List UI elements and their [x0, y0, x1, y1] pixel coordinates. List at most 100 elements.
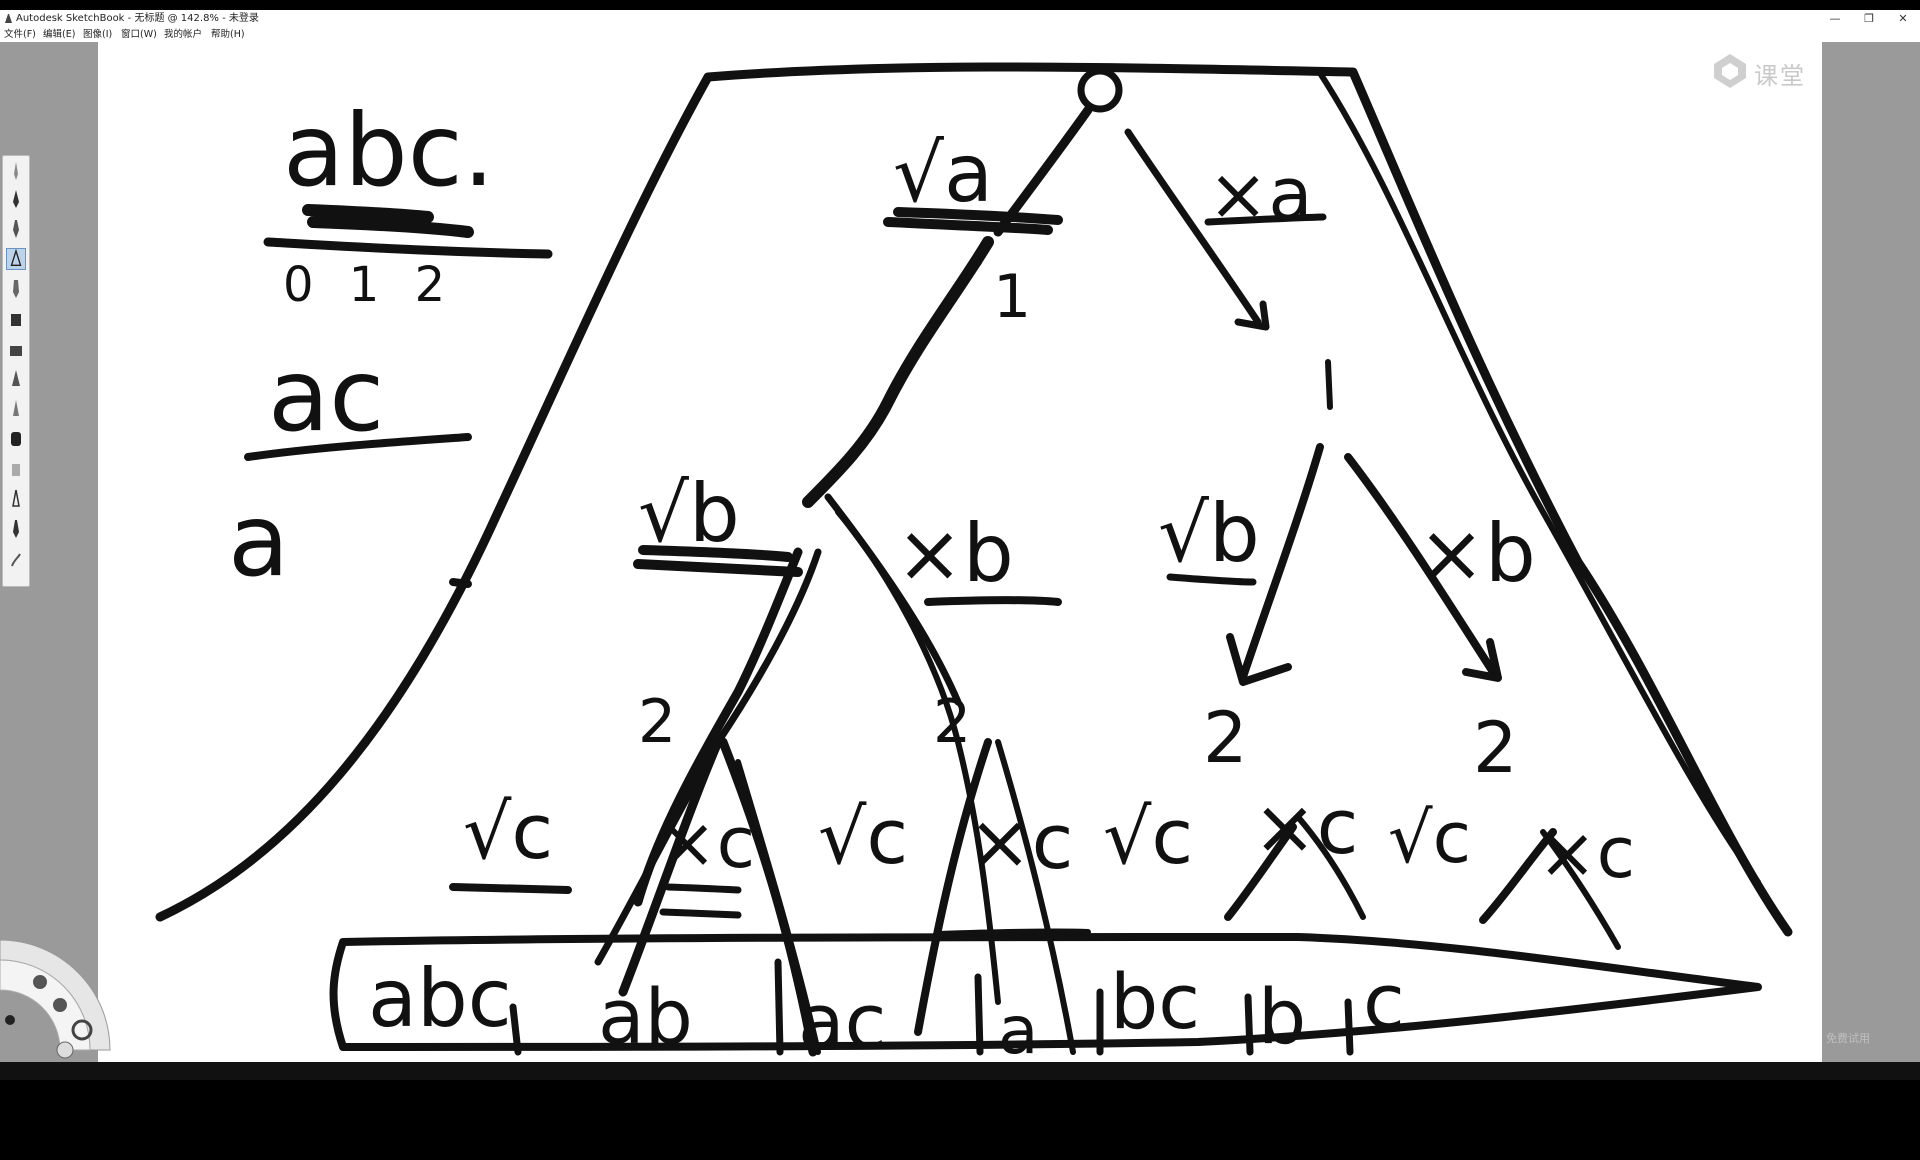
arrow-vb-right-head — [1226, 633, 1292, 686]
label-skip-c-4: ×c — [1538, 812, 1636, 894]
label-take-b-left: √b — [638, 467, 740, 560]
label-take-a: √a — [893, 127, 993, 220]
marker-icon[interactable] — [6, 278, 26, 300]
branch-3-xc — [1295, 814, 1366, 920]
status-bar — [0, 1062, 1920, 1080]
label-skip-b-right: ×b — [1418, 507, 1536, 600]
label-root-string: abc. — [283, 92, 495, 209]
restore-icon[interactable]: ❐ — [1864, 12, 1874, 25]
lagoon-radial-menu[interactable] — [0, 930, 170, 1160]
branch-1-xc-2 — [735, 759, 821, 1055]
result-box — [329, 933, 1762, 1051]
tick-1 — [1325, 359, 1333, 410]
arrow-xb-right-head — [1462, 638, 1502, 682]
dash-mark — [449, 578, 472, 588]
scribble-abc — [302, 204, 474, 238]
root-node — [1077, 67, 1123, 113]
label-level-2-a: 2 — [638, 687, 677, 757]
close-icon[interactable]: ✕ — [1898, 12, 1908, 25]
underline-abc — [263, 237, 553, 259]
branch-root-right — [1124, 128, 1262, 326]
result-abc: abc — [368, 952, 512, 1045]
underline-vb — [633, 545, 803, 577]
result-b: b — [1258, 972, 1307, 1061]
label-skip-c-2: ×c — [968, 797, 1074, 886]
label-skip-a: ×a — [1208, 152, 1313, 236]
branch-1-vc — [618, 737, 723, 997]
label-subset-ac: ac — [268, 337, 385, 454]
label-level-1: 1 — [993, 262, 1032, 332]
result-c: c — [1363, 957, 1405, 1046]
menu-edit[interactable]: 编辑(E) — [43, 29, 76, 40]
label-take-c-2: √c — [818, 792, 909, 881]
menu-help[interactable]: 帮助(H) — [211, 29, 245, 40]
zoom-icon — [56, 1041, 74, 1059]
chisel-icon[interactable] — [6, 428, 26, 450]
menu-window[interactable]: 窗口(W) — [121, 29, 157, 40]
label-skip-b-left: ×b — [896, 507, 1014, 600]
undo-icon — [33, 975, 47, 989]
logo-icon — [1714, 54, 1746, 88]
label-take-c-3: √c — [1103, 792, 1194, 881]
result-ab: ab — [598, 972, 693, 1061]
brush-icon[interactable] — [6, 518, 26, 540]
sketchbook-app-icon — [5, 14, 12, 23]
brush-toolbar — [2, 155, 30, 587]
underline-xa — [1204, 213, 1327, 226]
arrow-vb-right — [1239, 443, 1324, 681]
label-skip-c-1: ×c — [658, 802, 756, 884]
label-level-2-d: 2 — [1473, 707, 1518, 789]
branch-2-xc — [995, 739, 1076, 1055]
trial-label: 免费试用 — [1826, 1032, 1870, 1045]
arrow-xb-right — [1344, 453, 1497, 676]
menu-bar: 文件(F) 编辑(E) 图像(I) 窗口(W) 我的帐户 帮助(H) — [0, 27, 1920, 42]
underline-xc — [659, 883, 742, 919]
underline-ac — [244, 433, 472, 461]
paint-bucket-icon[interactable] — [6, 338, 26, 360]
underline-row — [935, 928, 1091, 937]
label-indices: 0 1 2 — [283, 257, 456, 313]
arrow-right-1 — [1234, 300, 1270, 331]
brush-icon — [53, 998, 67, 1012]
label-take-c-1: √c — [463, 787, 554, 876]
ink-pen-icon[interactable] — [6, 398, 26, 420]
window-title: Autodesk SketchBook - 无标题 @ 142.8% - 未登录 — [16, 13, 259, 24]
smudge-icon[interactable] — [6, 550, 26, 572]
branch-4-vc — [1479, 828, 1557, 924]
pen-icon[interactable] — [6, 188, 26, 210]
branch-4-xc — [1540, 829, 1621, 950]
underline-vc — [449, 883, 572, 894]
menu-image[interactable]: 图像(I) — [83, 29, 113, 40]
stamp-icon[interactable] — [6, 458, 26, 480]
puck-icon — [5, 1015, 15, 1025]
recursion-envelope — [155, 62, 1793, 937]
label-take-b-right: √b — [1158, 487, 1260, 580]
underline-vb2 — [1166, 573, 1257, 586]
eraser-icon[interactable] — [6, 488, 26, 510]
drawing-canvas[interactable]: abc. 0 1 2 ac a √a ×a 1 √b ×b √b ×b 2 2 … — [98, 42, 1822, 1062]
recursion-envelope-inner — [1315, 67, 1761, 885]
separator — [509, 958, 1354, 1056]
sketch-drawing — [155, 62, 1793, 1057]
pen-icon[interactable] — [6, 160, 26, 182]
label-level-2-b: 2 — [933, 687, 972, 757]
branch-xb-left-2 — [835, 509, 1001, 1005]
result-a: a — [998, 992, 1039, 1062]
brush-icon[interactable] — [6, 218, 26, 240]
label-subset-a: a — [228, 482, 290, 599]
branch-3-vc — [1224, 823, 1297, 921]
label-level-2-c: 2 — [1203, 697, 1248, 779]
underline-xb — [924, 596, 1062, 606]
airbrush-icon[interactable] — [6, 308, 26, 330]
color-icon — [71, 1019, 93, 1041]
result-ac: ac — [798, 977, 887, 1062]
minimize-icon[interactable]: — — [1829, 12, 1841, 25]
menu-file[interactable]: 文件(F) — [4, 29, 36, 40]
blend-icon[interactable] — [6, 368, 26, 390]
result-bc: bc — [1110, 957, 1201, 1046]
menu-my-account[interactable]: 我的帐户 — [164, 29, 203, 40]
watermark: 课堂 — [1710, 50, 1880, 90]
pencil-icon[interactable] — [6, 248, 26, 270]
label-skip-c-3: ×c — [1253, 782, 1359, 871]
label-take-c-4: √c — [1388, 797, 1472, 879]
